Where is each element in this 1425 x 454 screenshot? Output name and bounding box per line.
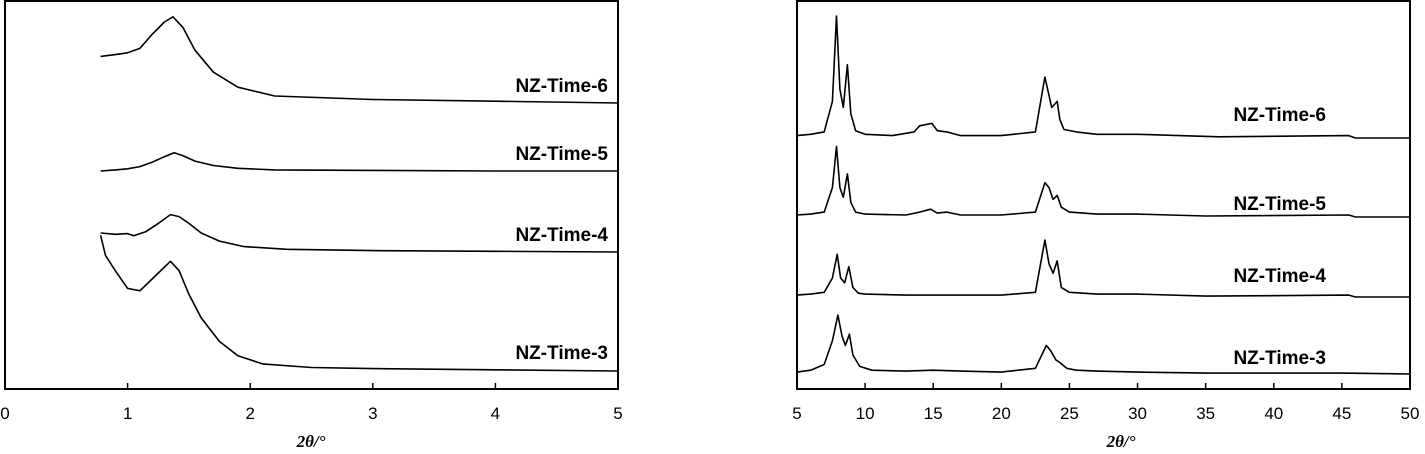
right-x-ticks (796, 383, 1411, 389)
right-x-tick-label: 15 (924, 404, 943, 423)
right-x-tick-label: 10 (856, 404, 875, 423)
left-x-tick-label: 1 (123, 404, 132, 423)
left-series-labels: NZ-Time-6 NZ-Time-5 NZ-Time-4 NZ-Time-3 (515, 76, 608, 364)
right-x-tick-label: 20 (992, 404, 1011, 423)
left-series-label: NZ-Time-6 (515, 76, 608, 97)
left-x-tick-label: 0 (0, 404, 9, 423)
right-series-label: NZ-Time-3 (1233, 348, 1326, 369)
right-x-tick-label: 35 (1196, 404, 1215, 423)
right-series-label: NZ-Time-6 (1233, 105, 1326, 126)
left-x-tick-label: 2 (245, 404, 254, 423)
right-x-tick-label: 45 (1332, 404, 1351, 423)
left-x-tick-labels: 0 1 2 3 4 5 (0, 404, 622, 423)
left-series-label: NZ-Time-4 (515, 225, 608, 246)
left-series-label: NZ-Time-5 (515, 144, 608, 165)
right-trace-nz-time-4 (796, 239, 1410, 298)
right-series-label: NZ-Time-5 (1233, 194, 1326, 215)
right-trace-nz-time-3 (796, 314, 1411, 375)
right-panel-xrd-chart: 5 10 15 20 25 30 35 40 45 50 NZ-Time-6NZ-Time-5NZ… (792, 0, 1419, 451)
right-x-tick-label: 25 (1060, 404, 1079, 423)
right-trace-nz-time-6 (796, 15, 1410, 139)
right-x-axis-title: 2θ/° (1106, 432, 1136, 451)
left-trace-nz-time-5 (100, 152, 618, 172)
right-x-tick-label: 5 (792, 404, 801, 423)
left-x-tick-label: 4 (491, 404, 500, 423)
right-x-tick-label: 40 (1264, 404, 1283, 423)
left-plot-frame (4, 0, 619, 390)
right-x-tick-labels: 5 10 15 20 25 30 35 40 45 50 (792, 404, 1419, 423)
right-traces (796, 15, 1411, 375)
left-trace-nz-time-3 (99, 235, 619, 372)
left-x-tick-label: 5 (613, 404, 622, 423)
left-x-axis-title: 2θ/° (296, 432, 326, 451)
right-x-tick-label: 30 (1128, 404, 1147, 423)
right-x-tick-label: 50 (1401, 404, 1420, 423)
right-series-label: NZ-Time-4 (1233, 266, 1326, 287)
left-series-label: NZ-Time-3 (515, 343, 608, 364)
right-series-labels: NZ-Time-6 NZ-Time-5 NZ-Time-4 NZ-Time-3 (1233, 105, 1326, 369)
left-x-tick-label: 3 (368, 404, 377, 423)
left-x-ticks (4, 383, 619, 389)
right-plot-frame (796, 0, 1411, 390)
right-trace-nz-time-5 (796, 145, 1410, 218)
left-trace-nz-time-6 (100, 15, 619, 104)
left-trace-nz-time-4 (100, 213, 619, 253)
left-traces (99, 15, 619, 372)
